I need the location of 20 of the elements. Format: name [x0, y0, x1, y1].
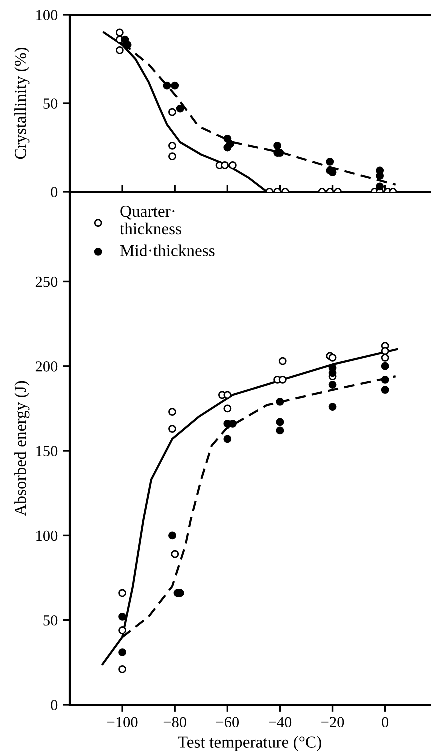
legend-label: Quarter· thickness [120, 206, 182, 235]
y-tick-label: 0 [51, 187, 58, 198]
y-tick-label: 200 [36, 362, 58, 372]
y-axis-title: Absorbed energy (J) [14, 381, 30, 516]
x-tick-label: −60 [216, 717, 240, 728]
y-tick-label: 150 [36, 446, 58, 456]
y-tick-label: 100 [36, 530, 58, 542]
x-tick-label: 0 [382, 717, 389, 728]
x-tick-label: −100 [108, 717, 138, 728]
y-tick-label: 0 [51, 700, 58, 710]
x-tick-label: −40 [269, 717, 292, 728]
legend-label: Mid·thickness [120, 244, 215, 256]
y-tick-label: 50 [44, 615, 58, 626]
x-tick-label: −20 [322, 717, 344, 728]
y-tick-label: 50 [44, 98, 58, 109]
x-tick-label: −80 [164, 717, 186, 728]
x-axis-title: Test temperature (°C) [178, 736, 322, 752]
y-tick-label: 100 [36, 10, 58, 20]
y-axis-title: Crystallinity (%) [14, 48, 30, 160]
y-tick-label: 250 [36, 276, 58, 288]
